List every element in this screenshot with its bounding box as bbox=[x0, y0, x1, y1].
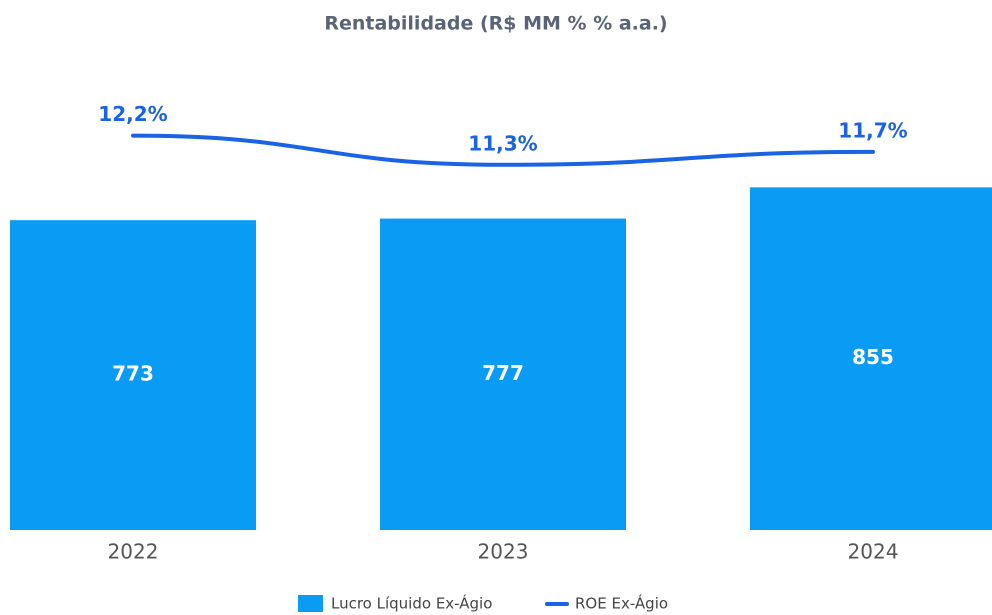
line-value-label: 11,7% bbox=[838, 118, 907, 142]
line-value-label: 12,2% bbox=[98, 102, 167, 126]
x-tick-label: 2023 bbox=[478, 540, 529, 564]
x-tick-label: 2022 bbox=[108, 540, 159, 564]
bar-value-label: 855 bbox=[852, 345, 894, 369]
line-value-label: 11,3% bbox=[468, 131, 537, 155]
legend-swatch bbox=[298, 595, 323, 612]
bar-value-label: 773 bbox=[112, 362, 154, 386]
legend-label: Lucro Líquido Ex-Ágio bbox=[331, 594, 492, 613]
bar bbox=[750, 187, 992, 531]
line bbox=[131, 133, 875, 167]
bar-value-label: 777 bbox=[482, 361, 524, 385]
chart-title: Rentabilidade (R$ MM % % a.a.) bbox=[324, 13, 667, 35]
x-tick-label: 2024 bbox=[848, 540, 899, 564]
bar bbox=[380, 218, 626, 530]
bar bbox=[10, 220, 256, 531]
legend-label: ROE Ex-Ágio bbox=[575, 594, 668, 613]
